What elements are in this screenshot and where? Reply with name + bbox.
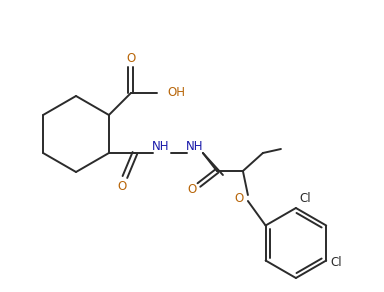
Text: NH: NH xyxy=(152,140,170,152)
Text: NH: NH xyxy=(186,140,204,152)
Text: O: O xyxy=(187,182,197,196)
Text: O: O xyxy=(126,51,136,65)
Text: Cl: Cl xyxy=(330,256,342,269)
Text: O: O xyxy=(117,180,127,192)
Text: O: O xyxy=(234,192,243,204)
Text: Cl: Cl xyxy=(299,192,311,204)
Text: OH: OH xyxy=(167,86,185,100)
